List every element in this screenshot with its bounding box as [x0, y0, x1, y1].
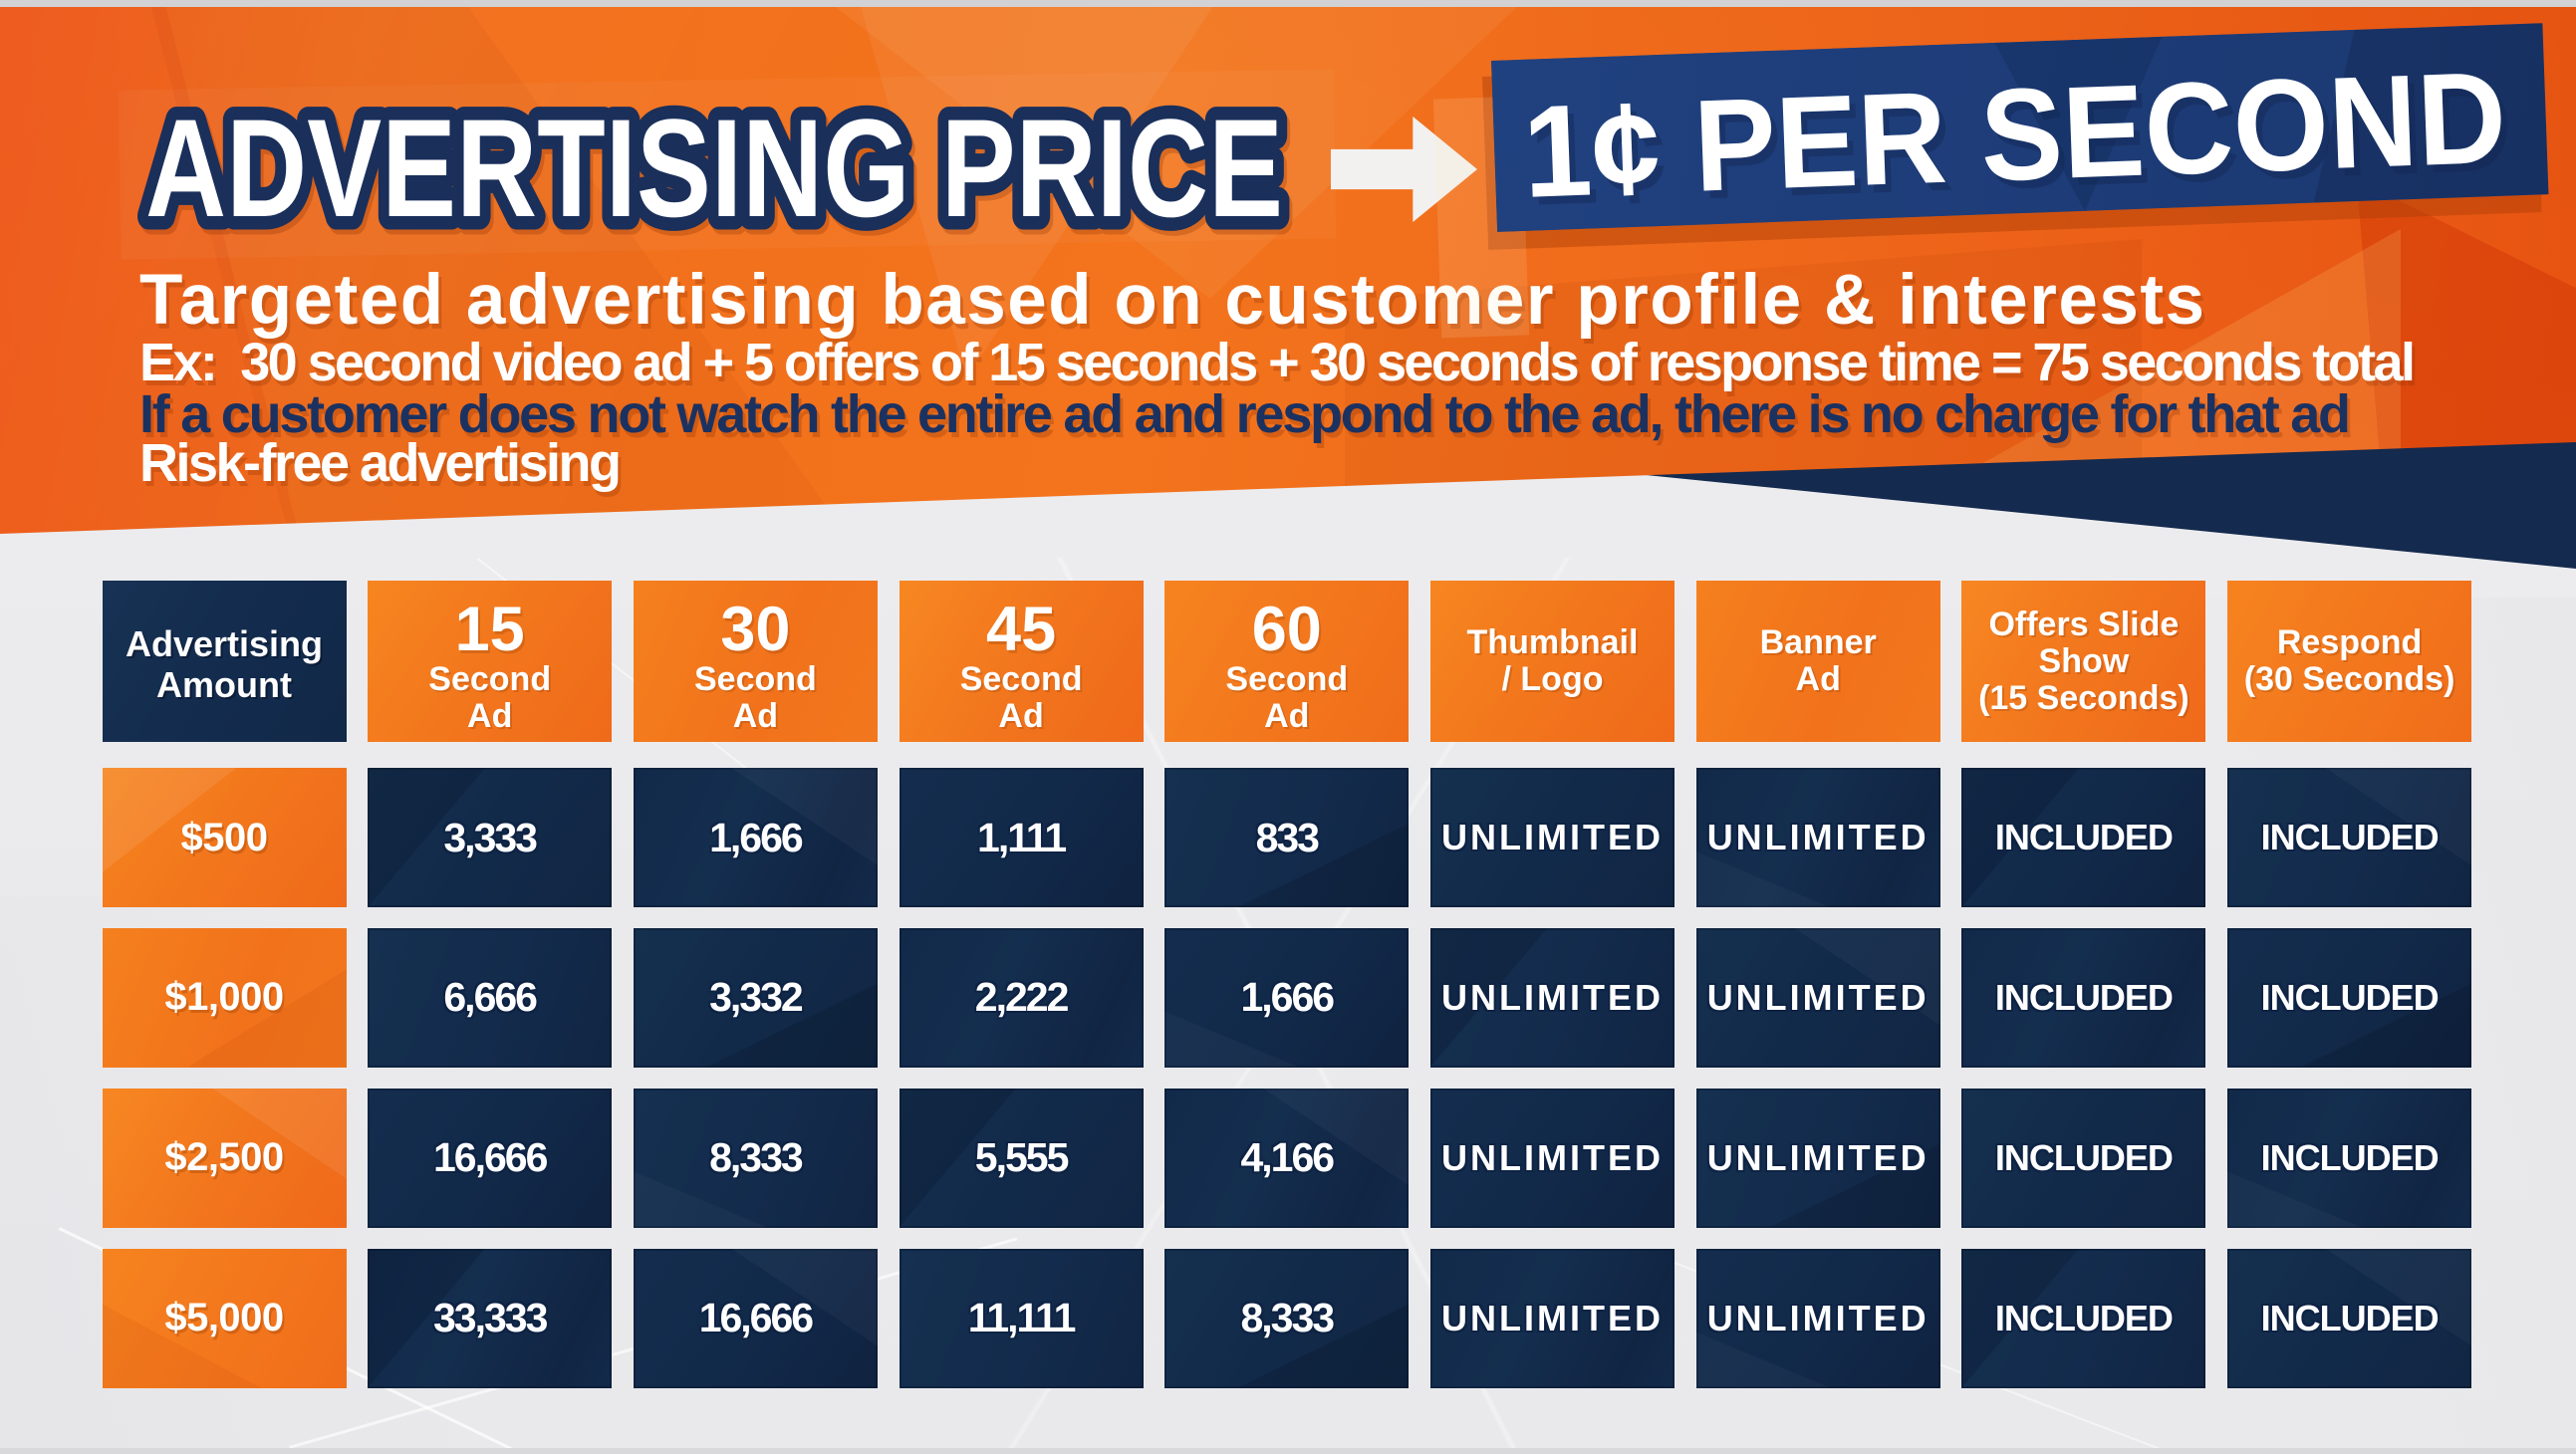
svg-text:Ex: 30 second video ad + 5 of: Ex: 30 second video ad + 5 offers of 15 … [139, 333, 2416, 392]
svg-text:1¢ PER SECOND: 1¢ PER SECOND [1521, 44, 2509, 225]
svg-text:If a customer does not watch t: If a customer does not watch the entire … [139, 384, 2351, 444]
svg-text:Targeted advertising based on: Targeted advertising based on customer p… [139, 261, 2204, 340]
svg-text:Risk-free advertising: Risk-free advertising [139, 433, 622, 493]
svg-text:ADVERTISING PRICE: ADVERTISING PRICE [145, 90, 1283, 246]
